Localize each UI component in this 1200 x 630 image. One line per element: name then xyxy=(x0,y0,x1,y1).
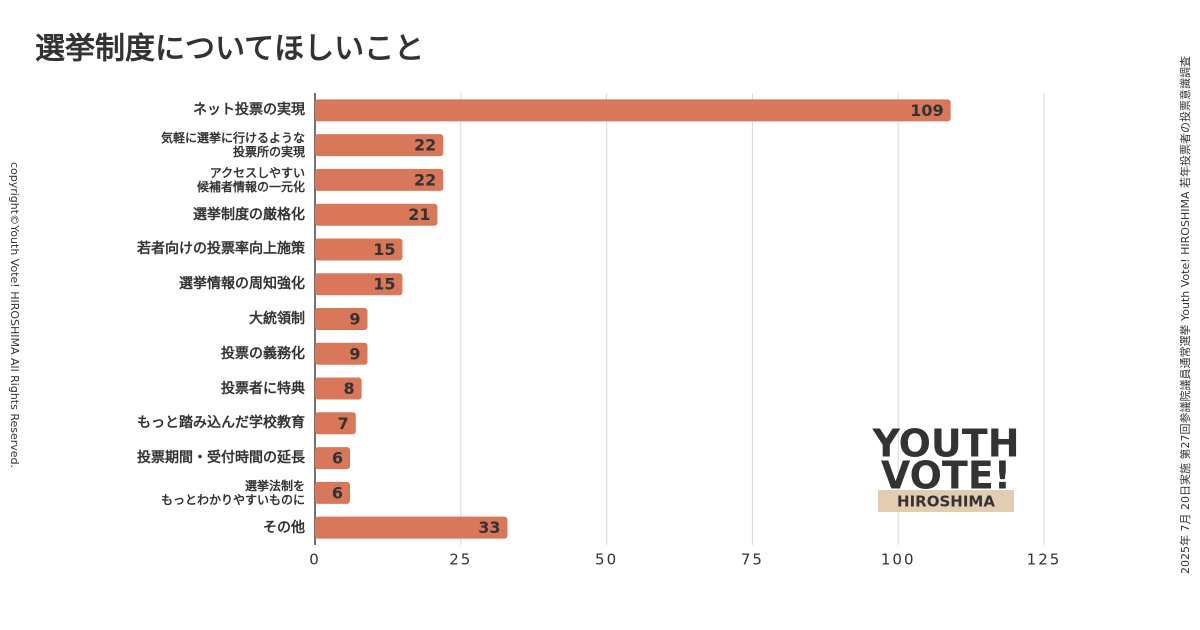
y-tick-label: 大統領制 xyxy=(249,311,305,327)
logo-band xyxy=(878,490,1014,512)
y-tick-label: 選挙情報の周知強化 xyxy=(179,276,305,293)
bar xyxy=(315,377,362,400)
y-tick-label: 投票の義務化 xyxy=(221,345,305,362)
bar xyxy=(315,273,403,296)
y-tick-label: 選挙法制を もっとわかりやすいものに xyxy=(160,478,305,507)
x-tick-label: 75 xyxy=(741,551,764,569)
source-note: 2025年 7月 20日実施 第27回参議院議員通常選挙 Youth Vote!… xyxy=(1178,56,1192,574)
value-label: 6 xyxy=(332,483,343,502)
value-label: 109 xyxy=(910,101,943,120)
x-tick-label: 0 xyxy=(309,551,321,569)
value-label: 9 xyxy=(349,310,360,329)
y-tick-label: アクセスしやすい 候補者情報の一元化 xyxy=(196,165,305,194)
bar xyxy=(315,481,350,504)
value-label: 22 xyxy=(414,170,436,189)
value-label: 33 xyxy=(478,518,500,537)
bar xyxy=(315,516,508,539)
bar xyxy=(315,308,368,330)
y-tick-label: もっと踏み込んだ学校教育 xyxy=(137,415,305,432)
y-tick-label: 気軽に選挙に行けるような 投票所の実現 xyxy=(160,131,305,160)
logo-line: HIROSHIMA xyxy=(897,493,995,511)
y-tick-label: 投票期間・受付時間の延長 xyxy=(137,450,305,467)
bar xyxy=(315,168,444,191)
bar xyxy=(315,134,444,157)
bar xyxy=(315,99,951,122)
y-tick-label: ネット投票の実現 xyxy=(193,102,305,119)
logo-line: VOTE! xyxy=(881,454,1011,498)
x-tick-label: 50 xyxy=(595,551,618,569)
y-tick-label: 選挙制度の厳格化 xyxy=(193,206,305,223)
y-tick-label: その他 xyxy=(263,519,305,536)
value-label: 7 xyxy=(338,414,349,433)
value-label: 6 xyxy=(332,449,343,468)
value-label: 15 xyxy=(373,240,395,259)
bar xyxy=(315,447,350,470)
x-tick-label: 100 xyxy=(881,551,916,569)
value-label: 21 xyxy=(408,205,430,224)
bar xyxy=(315,342,368,365)
bar xyxy=(315,238,403,261)
y-tick-label: 若者向けの投票率向上施策 xyxy=(137,241,305,258)
bar xyxy=(315,203,438,226)
y-tick-label: 投票者に特典 xyxy=(221,380,305,397)
value-label: 22 xyxy=(414,136,436,155)
chart-title: 選挙制度についてほしいこと xyxy=(35,32,424,67)
value-label: 9 xyxy=(349,344,360,363)
logo-line: YOUTH xyxy=(871,422,1019,466)
value-label: 8 xyxy=(344,379,355,398)
x-tick-label: 125 xyxy=(1027,551,1062,569)
x-tick-label: 25 xyxy=(449,551,472,569)
bar xyxy=(315,412,356,435)
copyright: copyright©Youth Vote! HIROSHIMA All Righ… xyxy=(8,162,21,468)
value-label: 15 xyxy=(373,275,395,294)
logo: YOUTH VOTE! HIROSHIMA xyxy=(871,422,1020,512)
